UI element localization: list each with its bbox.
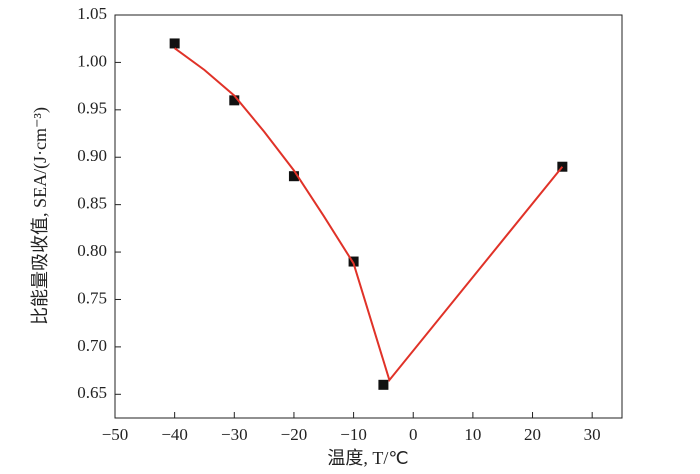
plot-frame [114, 14, 623, 419]
y-axis-label: 比能量吸收值, SEA/(J·cm⁻³) [30, 107, 51, 325]
x-tick-label: −50 [102, 425, 129, 444]
y-tick-label: 0.70 [77, 336, 107, 355]
x-tick-label: 20 [524, 425, 541, 444]
x-tick-label: −10 [340, 425, 367, 444]
data-point [169, 38, 180, 49]
x-tick-label: −40 [161, 425, 188, 444]
fit-curve [174, 47, 564, 383]
y-tick-label: 0.65 [77, 383, 107, 402]
x-tick-label: 30 [584, 425, 601, 444]
x-tick-label: 0 [409, 425, 418, 444]
y-tick-label: 0.75 [77, 288, 107, 307]
data-point [288, 171, 299, 182]
y-tick-label: 0.90 [77, 146, 107, 165]
x-axis-label: 温度, T/℃ [327, 448, 408, 468]
data-point [378, 379, 389, 390]
y-tick-label: 0.95 [77, 99, 107, 118]
y-tick-label: 0.85 [77, 194, 107, 213]
y-tick-label: 0.80 [77, 241, 107, 260]
x-tick-label: −20 [281, 425, 308, 444]
x-tick-label: 10 [464, 425, 481, 444]
data-point [348, 256, 359, 267]
data-point [229, 95, 240, 106]
y-tick-label: 1.00 [77, 51, 107, 70]
y-tick-label: 1.05 [77, 4, 107, 23]
x-tick-label: −30 [221, 425, 248, 444]
